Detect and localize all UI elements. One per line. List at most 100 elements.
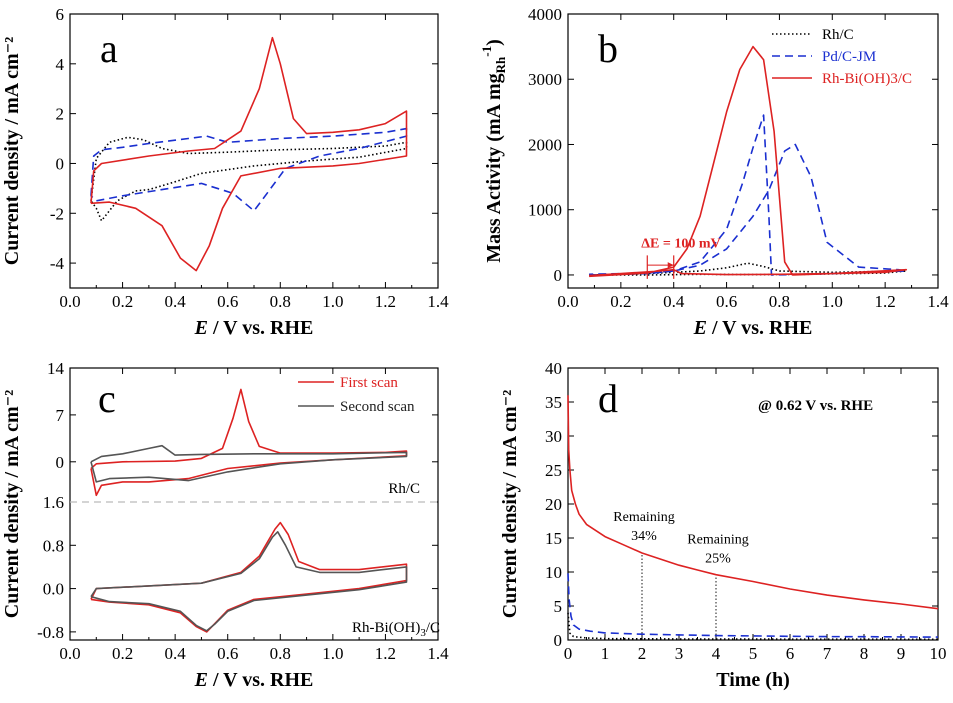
series-line-rh-bi-oh-3-c: [90, 36, 408, 272]
y-tick-label: 20: [545, 495, 562, 514]
x-tick-label: 1.0: [822, 292, 843, 311]
series-line-rh-c: [90, 136, 408, 222]
y-label-sup: -1: [479, 46, 494, 57]
y-tick-label: 4000: [528, 5, 562, 24]
x-tick-label: 1.4: [427, 644, 449, 663]
annotation-delta-e: ΔE = 100 mV: [641, 237, 720, 252]
x-tick-label: 0.4: [165, 644, 187, 663]
bottom-y-tick-label: 0.8: [43, 536, 64, 555]
x-tick-label: 6: [786, 644, 795, 663]
x-tick-label: 0.6: [716, 292, 737, 311]
x-tick-label: 1.2: [875, 292, 896, 311]
y-tick-label: 3000: [528, 70, 562, 89]
y-tick-label: 1000: [528, 201, 562, 220]
x-tick-label: 0.8: [270, 644, 291, 663]
x-tick-label: 7: [823, 644, 832, 663]
x-tick-label: 0.8: [769, 292, 790, 311]
label-part: /C: [426, 620, 440, 636]
x-axis-label: E / V vs. RHE: [693, 317, 813, 339]
legend-entry: Second scan: [340, 399, 415, 415]
y-tick-label: 0: [554, 631, 563, 650]
y-tick-label: 35: [545, 393, 562, 412]
x-tick-label: 3: [675, 644, 684, 663]
y-tick-label: 5: [554, 597, 563, 616]
series-line-pd-c-jm: [589, 114, 908, 276]
x-tick-label: 1.0: [322, 292, 343, 311]
panel-label: c: [98, 376, 116, 421]
y-label-main: Mass Activity (mA mg: [483, 73, 505, 262]
y-tick-label: -4: [50, 254, 65, 273]
bottom-y-tick-label: -0.8: [37, 623, 64, 642]
top-y-tick-label: 14: [47, 359, 65, 378]
series-line-rhc-second-scan: [90, 444, 408, 483]
x-tick-label: 5: [749, 644, 758, 663]
y-axis-label: Mass Activity (mA mgRh-1): [479, 39, 508, 263]
subplot-label-rhc: Rh/C: [388, 481, 420, 497]
bottom-y-tick-label: 0.0: [43, 580, 64, 599]
x-axis-label: Time (h): [716, 669, 790, 691]
annotation-text: Remaining: [687, 532, 748, 547]
x-tick-label: 10: [930, 644, 947, 663]
panel-c: 0.0 0.2 0.4 0.6 0.8 1.0 1.2 1.4 E / V vs. RHE 0 7 1…: [1, 359, 449, 691]
x-axis-label-italic: E: [693, 317, 707, 339]
x-tick-label: 0.6: [217, 644, 238, 663]
x-tick-label: 0.6: [217, 292, 238, 311]
annotation-text: Remaining: [613, 510, 674, 525]
panel-b: 0.0 0.2 0.4 0.6 0.8 1.0 1.2 1.4 E / V vs. RHE 0 10…: [479, 5, 949, 339]
x-axis-label-italic: E: [194, 317, 208, 339]
x-tick-label: 1.2: [375, 292, 396, 311]
series-line-rh-c: [589, 262, 908, 276]
series-line-rhbi-first-scan: [90, 521, 408, 633]
x-tick-label: 0.4: [663, 292, 685, 311]
x-tick-label: 1.4: [927, 292, 949, 311]
annotation-arrowhead: [667, 262, 674, 269]
x-axis-label-text: / V vs. RHE: [208, 317, 313, 339]
panel-label: a: [100, 26, 118, 71]
plot-frame: [69, 13, 439, 289]
x-tick-label: 0.4: [165, 292, 187, 311]
series-line-rhbi-second-scan: [90, 531, 408, 632]
y-label-sub: Rh: [493, 56, 508, 73]
y-tick-label: 2: [56, 105, 65, 124]
x-tick-label: 1.2: [375, 644, 396, 663]
series-line-rh-bi-oh-3-c: [589, 45, 908, 278]
y-tick-label: -2: [50, 204, 64, 223]
y-tick-label: 0: [554, 266, 563, 285]
label-sub: 3: [420, 627, 426, 639]
x-tick-label: 8: [860, 644, 869, 663]
x-tick-label: 0.0: [59, 644, 80, 663]
y-tick-label: 40: [545, 359, 562, 378]
y-tick-label: 2000: [528, 135, 562, 154]
x-tick-label: 0: [564, 644, 573, 663]
condition-label: @ 0.62 V vs. RHE: [758, 398, 873, 414]
y-tick-label: 4: [56, 55, 65, 74]
legend-entry: Pd/C-JM: [822, 49, 876, 65]
y-tick-label: 0: [56, 154, 65, 173]
x-axis-label-text: / V vs. RHE: [208, 669, 313, 691]
panel-a: 0.0 0.2 0.4 0.6 0.8 1.0 1.2 1.4 E / V vs. RHE -4 -…: [1, 5, 449, 339]
series-line-pd-c-jm: [567, 573, 939, 638]
x-tick-label: 0.2: [610, 292, 631, 311]
y-tick-label: 30: [545, 427, 562, 446]
plot-frame: [567, 13, 939, 289]
legend-entry: First scan: [340, 375, 398, 391]
plot-frame: [567, 367, 939, 641]
panel-label: b: [598, 26, 618, 71]
panel-label: d: [598, 376, 618, 421]
x-tick-label: 0.2: [112, 644, 133, 663]
x-tick-label: 1.4: [427, 292, 449, 311]
y-tick-label: 6: [56, 5, 65, 24]
x-tick-label: 0.2: [112, 292, 133, 311]
y-tick-label: 10: [545, 563, 562, 582]
series-line-rh-c: [567, 612, 939, 641]
y-label-close: ): [483, 39, 505, 46]
x-axis-label: E / V vs. RHE: [194, 317, 314, 339]
series-line-pd-c-jm: [90, 127, 408, 212]
x-axis-label-italic: E: [194, 669, 208, 691]
x-tick-label: 0.0: [557, 292, 578, 311]
bottom-y-tick-label: 1.6: [43, 493, 64, 512]
panel-d: 0 1 2 3 4 5 6 7 8 9 10 Time (h) 0 5 10 15 20 25 30 35 40 Curr…: [499, 359, 947, 691]
x-tick-label: 2: [638, 644, 647, 663]
y-axis-label: Current density / mA cm⁻²: [499, 390, 521, 618]
